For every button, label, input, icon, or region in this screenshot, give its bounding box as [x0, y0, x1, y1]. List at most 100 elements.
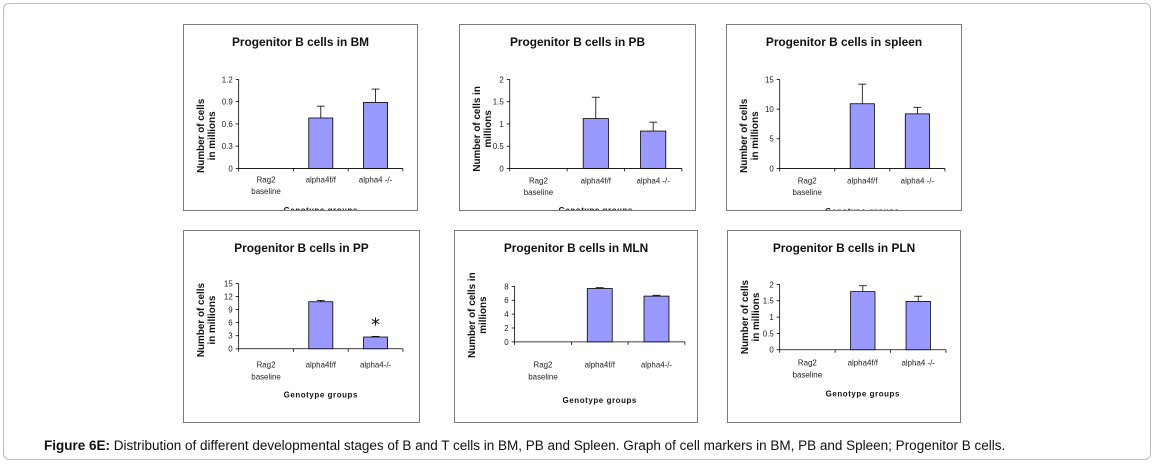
- category-label: alpha4f/f: [581, 176, 612, 185]
- x-axis-label: Genotype groups: [559, 206, 633, 210]
- category-label: alpha4 -/-: [901, 176, 935, 185]
- bar: [308, 117, 334, 169]
- y-axis-label-line: in millions: [207, 111, 218, 160]
- y-tick-label: 0.5: [493, 142, 505, 151]
- category-label: Rag2: [529, 176, 548, 185]
- y-tick-label: 1: [499, 120, 504, 129]
- y-tick-label: 8: [504, 282, 509, 291]
- category-label: baseline: [524, 188, 554, 197]
- category-label: alpha4f/f: [848, 359, 879, 368]
- category-label: alpha4-/-: [641, 361, 673, 370]
- chart-pb: Progenitor B cells in PB Number of cells …: [472, 35, 683, 210]
- y-axis-label-line: Number of cells: [196, 98, 207, 173]
- x-axis-label: Genotype groups: [563, 396, 637, 405]
- bar: [905, 301, 931, 351]
- y-tick-label: 2: [504, 324, 508, 333]
- y-tick-label: 0: [769, 346, 774, 355]
- y-tick-label: 6: [504, 296, 509, 305]
- y-axis-label-line: Number of cells: [739, 98, 750, 173]
- category-label: alpha4-/-: [360, 361, 392, 370]
- bar: [904, 113, 930, 169]
- bar: [640, 130, 667, 169]
- x-axis-label: Genotype groups: [825, 207, 899, 210]
- y-tick-label: 2: [499, 75, 503, 84]
- category-label: alpha4 -/-: [359, 175, 393, 184]
- category-label: Rag2: [798, 359, 817, 368]
- bar: [586, 288, 613, 343]
- y-tick-label: 9: [228, 306, 233, 315]
- y-tick-label: 0: [504, 338, 509, 347]
- y-tick-label: 1: [769, 313, 774, 322]
- significance-marker: *: [371, 314, 380, 335]
- chart-title: Progenitor B cells in PP: [234, 241, 369, 255]
- category-label: alpha4f/f: [306, 175, 337, 184]
- y-tick-label: 2: [769, 280, 773, 289]
- caption-label: Figure 6E:: [44, 438, 111, 453]
- y-tick-label: 0: [228, 345, 233, 354]
- y-tick-label: 6: [228, 319, 233, 328]
- y-axis-label: Number of cells in millions: [739, 98, 761, 173]
- category-label: baseline: [793, 370, 823, 379]
- category-label: baseline: [528, 372, 558, 381]
- y-tick-label: 15: [224, 279, 233, 288]
- y-tick-label: 12: [224, 292, 233, 301]
- y-tick-label: 0.9: [222, 98, 234, 107]
- y-tick-label: 10: [765, 105, 774, 114]
- y-axis-label: Number of cells in millions: [196, 283, 218, 358]
- chart-panel-pln: Progenitor B cells in PLN Number of cells…: [727, 230, 961, 423]
- y-axis-label: Number of cells in millions: [472, 86, 494, 172]
- category-label: alpha4f/f: [585, 361, 616, 370]
- category-label: alpha4 -/-: [902, 359, 936, 368]
- bar: [582, 118, 609, 169]
- y-axis-label-line: Number of cells: [196, 283, 207, 358]
- y-tick-label: 1.5: [493, 98, 505, 107]
- y-tick-label: 0: [769, 164, 774, 173]
- y-tick-label: 3: [228, 332, 233, 341]
- bar: [850, 291, 876, 351]
- chart-pln: Progenitor B cells in PLN Number of cells…: [740, 241, 947, 398]
- chart-pp: Progenitor B cells in PP Number of cells i…: [196, 241, 404, 399]
- y-tick-label: 0.3: [222, 142, 234, 151]
- y-axis-label-line: millions: [478, 296, 489, 334]
- y-tick-label: 15: [765, 75, 774, 84]
- y-axis-label: Number of cells in millions: [740, 280, 762, 355]
- chart-title: Progenitor B cells in PLN: [773, 241, 915, 255]
- category-label: Rag2: [257, 361, 276, 370]
- chart-bm: Progenitor B cells in BM Number of cells i…: [196, 35, 404, 210]
- bar: [643, 295, 670, 343]
- bar: [308, 301, 334, 350]
- category-label: Rag2: [257, 175, 276, 184]
- y-tick-label: 0.5: [763, 329, 775, 338]
- y-tick-label: 4: [504, 310, 509, 319]
- chart-panel-spleen: Progenitor B cells in spleen Number of ce…: [726, 24, 962, 211]
- y-tick-label: 0: [228, 164, 233, 173]
- chart-panel-pp: Progenitor B cells in PP Number of cells i…: [183, 230, 420, 423]
- category-label: baseline: [251, 372, 281, 381]
- category-label: alpha4f/f: [847, 176, 878, 185]
- chart-title: Progenitor B cells in BM: [232, 35, 369, 49]
- y-axis-label: Number of cells in millions: [196, 98, 218, 173]
- x-axis-label: Genotype groups: [826, 389, 900, 398]
- chart-panel-bm: Progenitor B cells in BM Number of cells i…: [183, 24, 418, 211]
- category-label: Rag2: [534, 361, 553, 370]
- y-axis-label-line: in millions: [750, 111, 761, 160]
- y-axis-label-line: in millions: [751, 292, 762, 341]
- y-axis-label-line: millions: [483, 110, 494, 148]
- category-label: baseline: [251, 187, 281, 196]
- chart-panel-pb: Progenitor B cells in PB Number of cells …: [459, 24, 696, 211]
- category-label: Rag2: [798, 176, 817, 185]
- figure-caption: Figure 6E: Distribution of different dev…: [44, 438, 1005, 453]
- chart-title: Progenitor B cells in PB: [510, 35, 646, 49]
- chart-title: Progenitor B cells in spleen: [766, 35, 922, 49]
- caption-text: Distribution of different developmental …: [110, 438, 1006, 453]
- y-axis-label: Number of cells in millions: [467, 272, 489, 358]
- y-tick-label: 0: [499, 164, 504, 173]
- y-axis-label-line: Number of cells: [740, 280, 751, 355]
- y-axis-label-line: Number of cells in: [472, 86, 483, 172]
- chart-spleen: Progenitor B cells in spleen Number of ce…: [739, 35, 946, 210]
- y-tick-label: 5: [769, 135, 774, 144]
- bar: [363, 336, 389, 350]
- bar: [849, 103, 875, 169]
- y-tick-label: 1.5: [763, 297, 775, 306]
- y-axis-label-line: in millions: [207, 295, 218, 344]
